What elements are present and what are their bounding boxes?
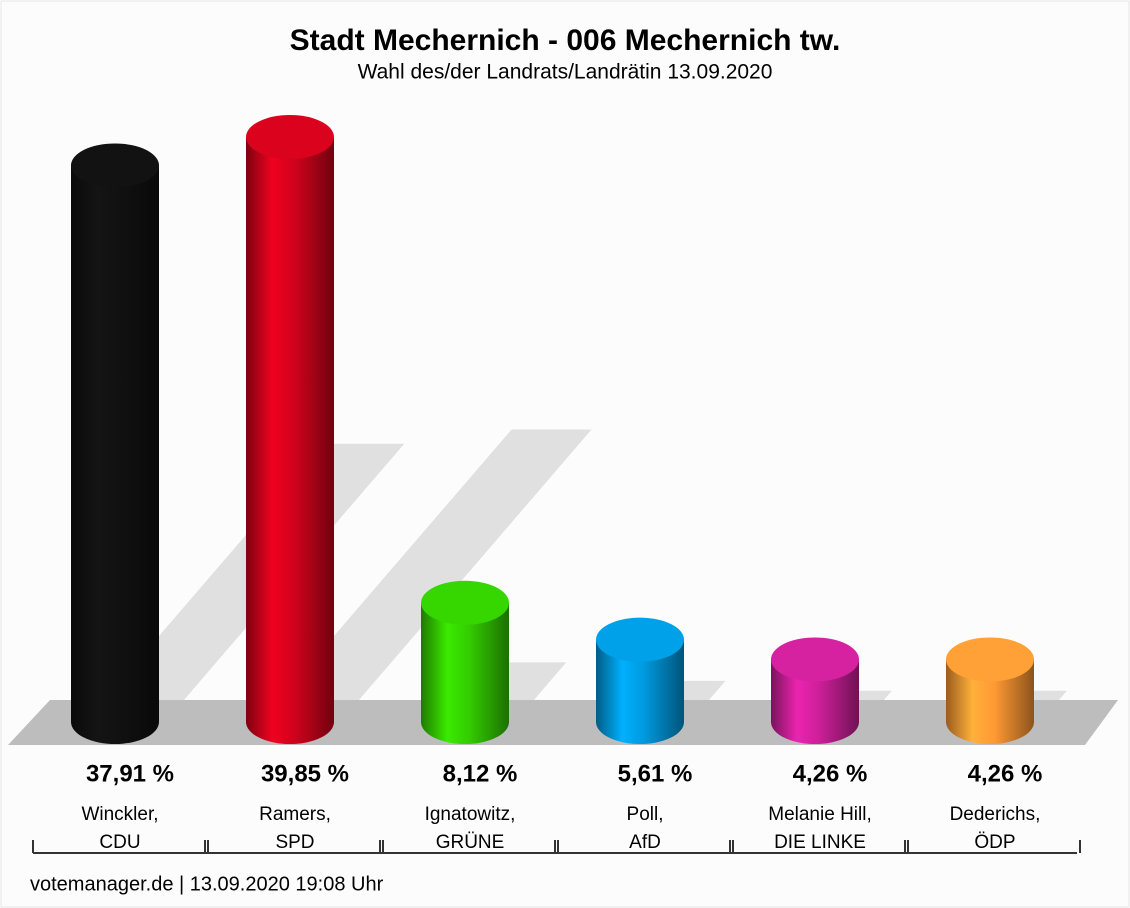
bar-body xyxy=(421,602,509,744)
bar xyxy=(71,143,159,744)
x-tick-label: AfD xyxy=(629,832,661,853)
bar-shadow xyxy=(260,429,592,722)
bar-top xyxy=(771,637,859,682)
bar-top xyxy=(246,115,334,159)
bar xyxy=(421,580,509,744)
x-tick-label: Ramers, xyxy=(259,804,331,825)
bar-body xyxy=(771,659,859,744)
value-label: 4,26 % xyxy=(968,760,1043,787)
x-tick-label: DIE LINKE xyxy=(774,832,866,853)
value-label: 5,61 % xyxy=(618,760,693,787)
x-tick-label: Melanie Hill, xyxy=(768,804,871,825)
bar xyxy=(246,115,334,744)
bar xyxy=(946,637,1034,744)
bars xyxy=(71,115,1034,744)
bar-body xyxy=(246,137,334,744)
x-tick-label: Poll, xyxy=(627,804,664,825)
bar-top xyxy=(946,637,1034,682)
bar-top xyxy=(596,617,684,662)
x-tick-label: Winckler, xyxy=(81,804,158,825)
bar-body xyxy=(71,165,159,744)
x-tick-label: Ignatowitz, xyxy=(425,804,516,825)
bar xyxy=(596,617,684,744)
bar-body xyxy=(946,659,1034,744)
value-label: 8,12 % xyxy=(443,760,518,787)
footer: votemanager.de | 13.09.2020 19:08 Uhr xyxy=(30,873,384,895)
bar-top xyxy=(71,143,159,188)
x-tick-label: Dederichs, xyxy=(950,804,1041,825)
x-tick-label: ÖDP xyxy=(974,832,1015,853)
value-label: 39,85 % xyxy=(261,760,349,787)
value-label: 4,26 % xyxy=(793,760,868,787)
bar-body xyxy=(596,639,684,744)
bar-top xyxy=(421,580,509,625)
chart-subtitle: Wahl des/der Landrats/Landrätin 13.09.20… xyxy=(358,61,773,84)
value-label: 37,91 % xyxy=(86,760,174,787)
x-tick-label: SPD xyxy=(275,832,314,853)
chart-title: Stadt Mechernich - 006 Mechernich tw. xyxy=(290,24,841,57)
x-tick-label: CDU xyxy=(99,832,140,853)
x-tick-label: GRÜNE xyxy=(436,832,505,853)
bar xyxy=(771,637,859,744)
